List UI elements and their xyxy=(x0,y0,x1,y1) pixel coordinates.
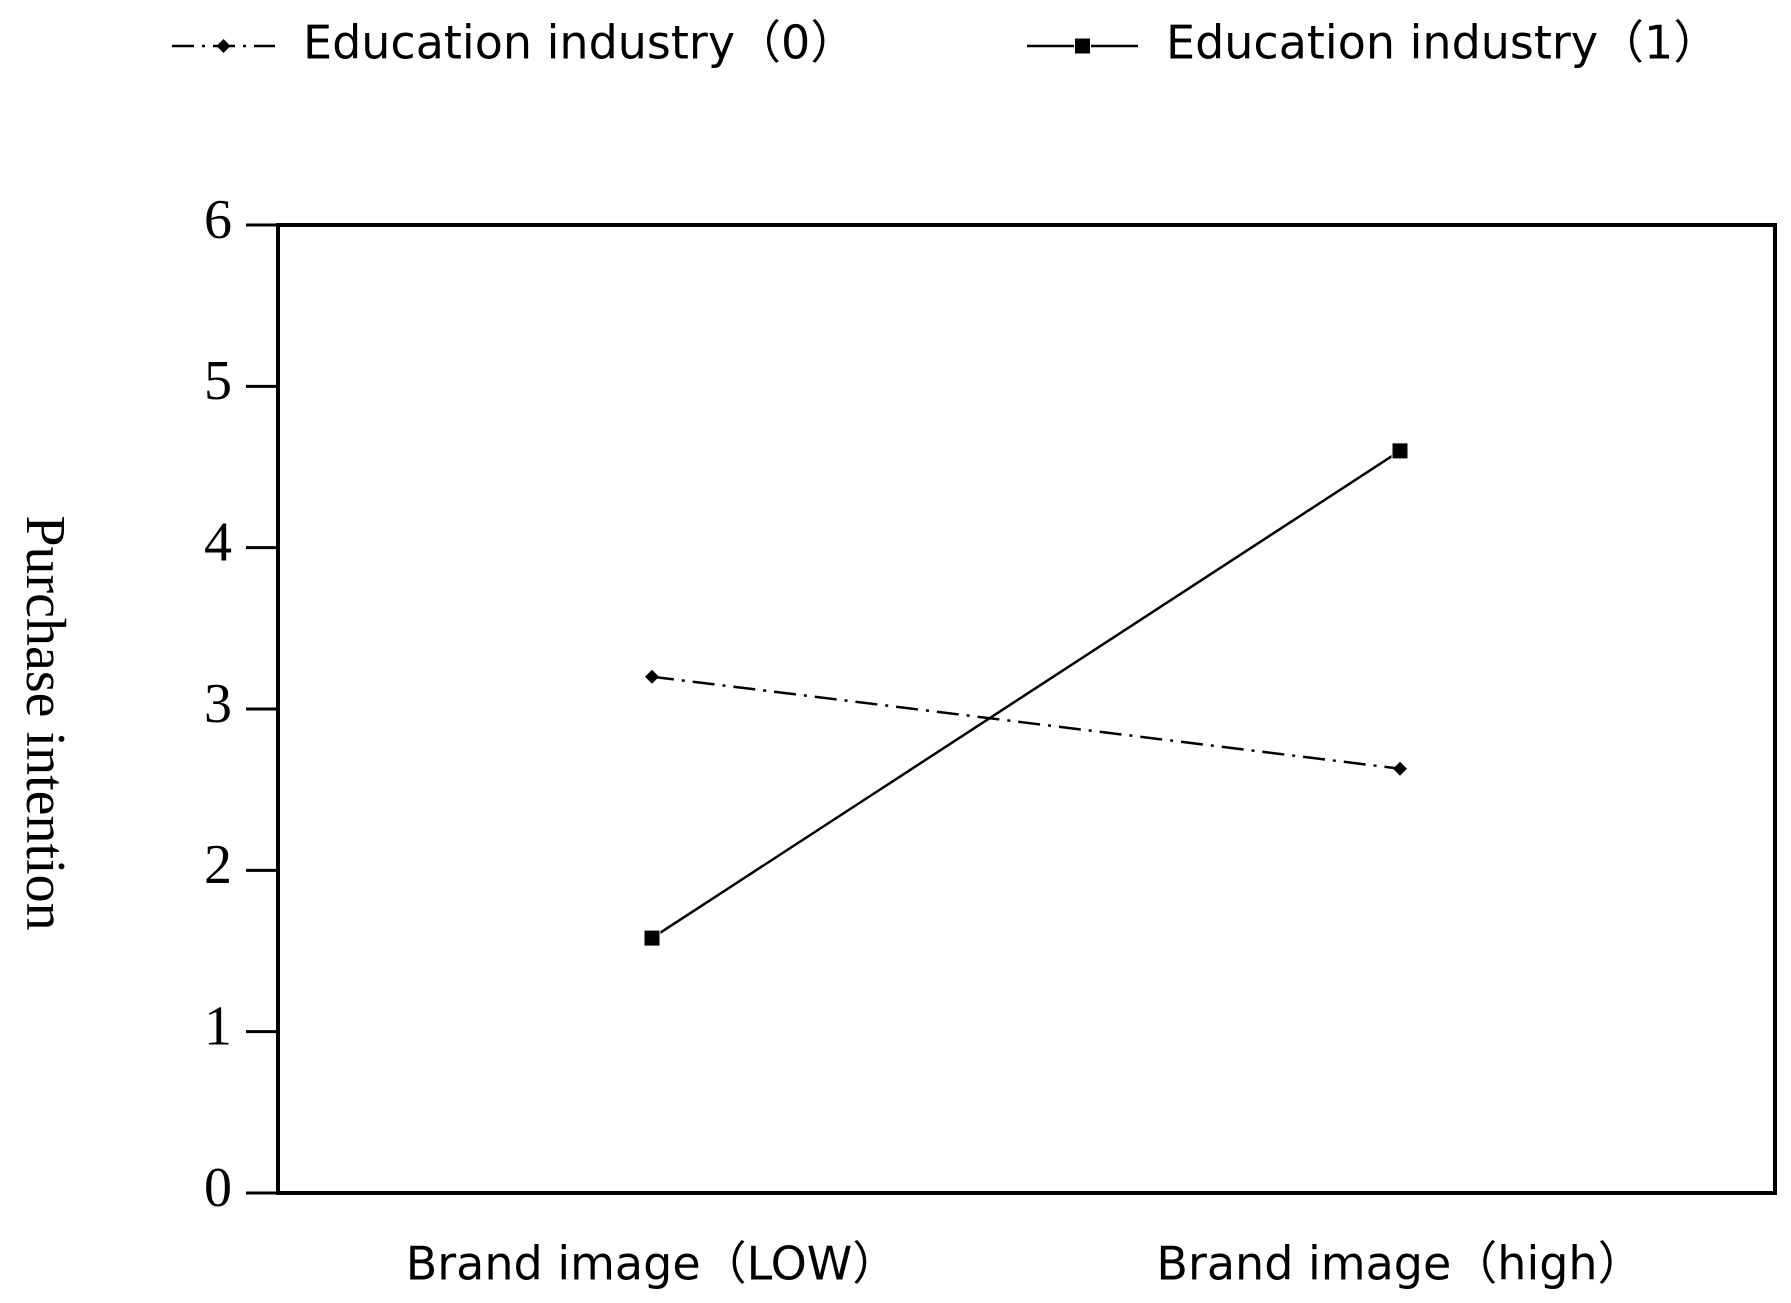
marker xyxy=(1074,37,1091,55)
y-tick-label: 5 xyxy=(204,350,232,412)
y-axis-label: Purchase intention xyxy=(14,515,76,930)
marker xyxy=(216,39,231,53)
series-line xyxy=(651,675,1401,770)
plot-frame xyxy=(276,223,1777,1195)
marker xyxy=(1391,442,1409,460)
series-line xyxy=(651,449,1401,940)
x-tick-label: Brand image（LOW） xyxy=(406,1237,899,1291)
y-tick-label: 0 xyxy=(204,1157,232,1219)
legend-label: Education industry（1） xyxy=(1166,16,1719,70)
marker xyxy=(645,669,659,684)
y-tick-label: 3 xyxy=(204,673,232,735)
marker xyxy=(1393,761,1407,776)
legend-label: Education industry（0） xyxy=(303,16,856,70)
y-tick-label: 6 xyxy=(204,189,232,251)
marker xyxy=(643,929,661,947)
y-tick-label: 2 xyxy=(204,834,232,896)
y-tick-label: 1 xyxy=(204,996,232,1058)
x-tick-label: Brand image（high） xyxy=(1156,1237,1643,1291)
y-tick-label: 4 xyxy=(204,512,232,574)
